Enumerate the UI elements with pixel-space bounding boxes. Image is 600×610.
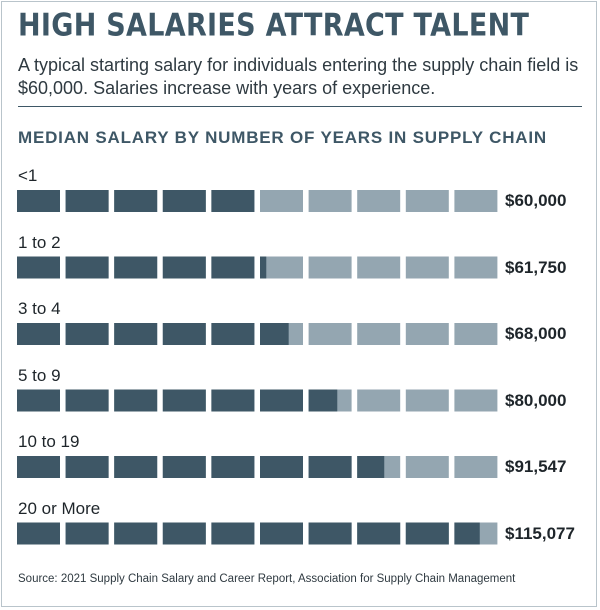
bar-segment-filled	[308, 389, 338, 412]
category-label: 10 to 19	[18, 432, 80, 451]
category-label: 20 or More	[18, 498, 101, 518]
bar-segment-filled	[162, 456, 206, 478]
bar-segment-filled	[405, 522, 449, 545]
bar-segment-empty	[308, 190, 352, 212]
bar-segment-filled	[114, 190, 158, 212]
bar-segment-filled	[17, 190, 60, 212]
bar-segment-filled	[114, 323, 158, 345]
bar-segment-empty	[308, 323, 352, 345]
bar-segment-empty	[405, 256, 449, 279]
category-label: <1	[18, 166, 38, 185]
bar-segment-filled	[308, 522, 352, 545]
bar-segment-filled	[114, 456, 158, 478]
bar-segment-filled	[162, 190, 206, 212]
bar-segment-filled	[17, 522, 60, 545]
bar-segment-empty	[454, 256, 498, 279]
bar-segment-filled	[65, 323, 109, 345]
bar-segment-filled	[211, 323, 255, 345]
chart-title: MEDIAN SALARY BY NUMBER OF YEARS IN SUPP…	[18, 128, 547, 147]
salary-value-label: $80,000	[505, 390, 567, 410]
bar-segment-empty	[405, 323, 449, 345]
bar-segment-filled	[454, 522, 480, 545]
bar-segment-empty	[357, 256, 401, 279]
bar-segment-filled	[211, 522, 255, 545]
bar-segment-empty	[308, 256, 352, 279]
bar-segment-filled	[357, 456, 385, 478]
bar-segment-filled	[260, 389, 303, 412]
bar-segment-filled	[357, 522, 401, 545]
salary-value-label: $60,000	[505, 191, 567, 210]
bar-segment-empty	[454, 389, 498, 412]
bar-segment-empty	[454, 190, 498, 212]
bar-segment-empty	[405, 389, 449, 412]
bar-segment-filled	[65, 522, 109, 545]
bar-segment-filled	[17, 389, 60, 412]
bar-segment-filled	[65, 256, 109, 279]
bar-segment-filled	[211, 190, 255, 212]
bar-segment-filled	[114, 256, 158, 279]
page-title: HIGH SALARIES ATTRACT TALENT	[18, 8, 530, 44]
bar-segment-filled	[162, 256, 206, 279]
salary-value-label: $61,750	[505, 257, 567, 277]
bar-segment-filled	[65, 190, 109, 212]
bar-segment-filled	[211, 456, 255, 478]
bar-segment-empty	[357, 323, 401, 345]
bar-segment-filled	[162, 323, 206, 345]
salary-value-label: $68,000	[505, 324, 567, 343]
bar-segment-filled	[260, 256, 267, 279]
bar-segment-empty	[405, 456, 449, 478]
bar-segment-filled	[65, 456, 109, 478]
bar-segment-filled	[211, 389, 255, 412]
category-label: 3 to 4	[18, 299, 61, 318]
bar-segment-filled	[260, 522, 303, 545]
bar-segment-filled	[162, 389, 206, 412]
bar-segment-filled	[17, 256, 60, 279]
bar-segment-filled	[308, 456, 352, 478]
bar-segment-filled	[260, 323, 289, 345]
bar-segment-empty	[454, 323, 498, 345]
page-subtitle: A typical starting salary for individual…	[18, 55, 579, 98]
bar-segment-empty	[260, 256, 303, 279]
bar-segment-filled	[17, 456, 60, 478]
bar-segment-empty	[357, 190, 401, 212]
bar-segment-empty	[454, 456, 498, 478]
bar-segment-filled	[211, 256, 255, 279]
bar-segment-empty	[405, 190, 449, 212]
bar-segment-filled	[65, 389, 109, 412]
salary-value-label: $115,077	[505, 523, 575, 543]
category-label: 5 to 9	[18, 365, 61, 385]
bar-segment-filled	[114, 522, 158, 545]
bar-segment-filled	[114, 389, 158, 412]
divider	[18, 106, 582, 107]
bar-segment-empty	[260, 190, 303, 212]
category-label: 1 to 2	[18, 232, 61, 252]
salary-value-label: $91,547	[505, 457, 567, 476]
bar-segment-filled	[162, 522, 206, 545]
bar-segment-filled	[260, 456, 303, 478]
bar-segment-empty	[357, 389, 401, 412]
source-note: Source: 2021 Supply Chain Salary and Car…	[18, 573, 516, 585]
bar-segment-filled	[17, 323, 60, 345]
